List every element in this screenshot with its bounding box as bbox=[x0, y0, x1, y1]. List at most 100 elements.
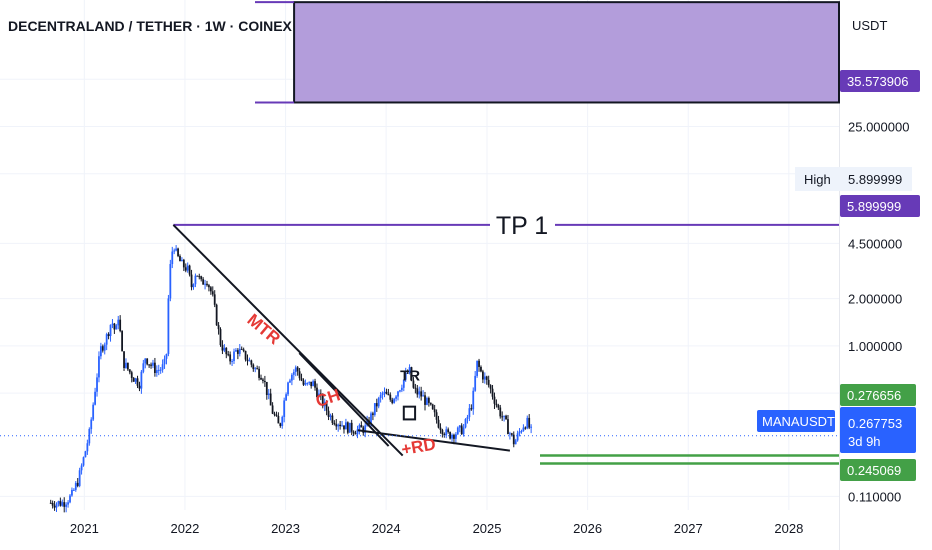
candle-body bbox=[177, 248, 179, 257]
tr-box bbox=[402, 405, 417, 421]
candle-body bbox=[481, 371, 484, 380]
high-badge-bg bbox=[795, 167, 912, 191]
candle-body bbox=[169, 264, 172, 299]
candle-body bbox=[424, 395, 426, 405]
candle-body bbox=[372, 413, 374, 415]
candle-body bbox=[78, 470, 81, 486]
candle-body bbox=[474, 375, 477, 391]
candle-body bbox=[252, 364, 255, 369]
trendline bbox=[357, 429, 511, 452]
candle-body bbox=[59, 501, 62, 506]
candle-body bbox=[221, 345, 224, 351]
candle-body bbox=[167, 298, 170, 354]
candle-body bbox=[190, 274, 193, 288]
candle-body bbox=[138, 385, 141, 389]
candle-body bbox=[472, 390, 475, 410]
candle-body bbox=[399, 390, 401, 392]
candle-body bbox=[306, 382, 309, 384]
symbol-badge: MANAUSDT bbox=[762, 414, 835, 429]
candle-body bbox=[285, 394, 287, 401]
candle-body bbox=[260, 377, 262, 380]
candle-body bbox=[186, 265, 189, 271]
candle-body bbox=[331, 415, 334, 423]
candle-body bbox=[209, 287, 212, 292]
candle-body bbox=[476, 360, 479, 376]
candle-body bbox=[356, 429, 359, 435]
candle-body bbox=[327, 410, 330, 417]
candle-body bbox=[238, 348, 241, 354]
candle-body bbox=[493, 396, 496, 404]
candle-body bbox=[526, 417, 529, 429]
candle-body bbox=[489, 385, 492, 389]
tp1-label: TP 1 bbox=[496, 212, 548, 240]
currency-label: USDT bbox=[852, 18, 888, 33]
candle-body bbox=[454, 434, 457, 439]
candle-body bbox=[196, 275, 199, 277]
candle-body bbox=[346, 422, 349, 433]
tp1-price-badge-bg bbox=[840, 195, 920, 217]
candle-body bbox=[302, 380, 305, 385]
candle-body bbox=[373, 403, 376, 415]
candle-body bbox=[115, 325, 118, 330]
candle-body bbox=[310, 381, 313, 387]
candle-body bbox=[71, 489, 73, 496]
candle-body bbox=[400, 387, 403, 391]
x-tick-label: 2022 bbox=[170, 521, 199, 536]
candle-body bbox=[82, 457, 85, 466]
candle-body bbox=[86, 443, 89, 452]
candle-body bbox=[206, 283, 208, 286]
candle-body bbox=[319, 393, 322, 395]
price-axis-separator bbox=[839, 0, 840, 550]
x-tick-label: 2026 bbox=[573, 521, 602, 536]
candle-body bbox=[184, 267, 187, 271]
candle-body bbox=[125, 362, 127, 368]
candle-body bbox=[98, 356, 100, 378]
candle-body bbox=[130, 372, 133, 378]
candle-body bbox=[478, 360, 480, 367]
x-tick-label: 2021 bbox=[70, 521, 99, 536]
candle-body bbox=[512, 434, 515, 445]
candle-body bbox=[323, 402, 326, 407]
candle-body bbox=[416, 388, 419, 395]
candle-body bbox=[229, 354, 232, 362]
candle-body bbox=[352, 431, 355, 434]
candle-body bbox=[250, 360, 253, 365]
candle-body bbox=[254, 368, 257, 370]
candle-body bbox=[393, 398, 396, 403]
candle-body bbox=[341, 425, 343, 427]
upper-green-badge: 0.276656 bbox=[847, 388, 901, 403]
current-badge-bg bbox=[840, 407, 916, 453]
candle-body bbox=[154, 362, 156, 373]
annotation-tr: TR bbox=[400, 368, 420, 385]
candle-body bbox=[265, 381, 268, 395]
chart-title: DECENTRALAND / TETHER · 1W · COINEX bbox=[8, 18, 292, 34]
high-value: 5.899999 bbox=[848, 172, 902, 187]
time-axis: 2021 2022 2023 2024 2025 2026 2027 2028 bbox=[70, 521, 803, 536]
candle-body bbox=[470, 408, 473, 410]
candle-body bbox=[123, 351, 125, 368]
candle-body bbox=[215, 304, 218, 326]
candle-body bbox=[389, 394, 392, 400]
symbol-badge-bg bbox=[757, 410, 835, 432]
candle-body bbox=[134, 378, 137, 382]
candle-body bbox=[304, 383, 307, 385]
candle-body bbox=[458, 425, 461, 428]
candle-body bbox=[171, 251, 174, 265]
candle-body bbox=[449, 432, 451, 439]
candle-body bbox=[240, 348, 243, 350]
candle-body bbox=[464, 419, 467, 428]
candle-body bbox=[300, 378, 303, 381]
candle-body bbox=[298, 371, 301, 379]
candle-body bbox=[119, 319, 122, 332]
candle-body bbox=[267, 393, 270, 395]
candle-body bbox=[391, 399, 394, 403]
candle-body bbox=[507, 419, 509, 435]
x-tick-label: 2023 bbox=[271, 521, 300, 536]
supply-zone-box bbox=[293, 1, 840, 104]
candle-body bbox=[88, 429, 91, 444]
candle-body bbox=[287, 382, 289, 395]
candle-body bbox=[381, 392, 384, 396]
zone-top-badge-bg bbox=[840, 70, 920, 92]
current-price-value: 0.267753 bbox=[848, 416, 902, 431]
